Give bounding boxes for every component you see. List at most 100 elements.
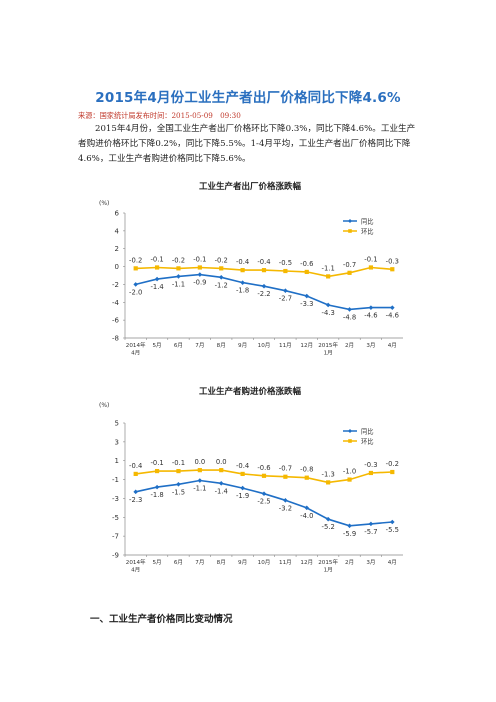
legend-label: 环比 [361, 226, 374, 235]
data-label: -0.4 [129, 462, 142, 470]
data-label: -4.6 [386, 312, 399, 320]
x-tick-label: 4月 [131, 350, 140, 357]
data-point-yoy [283, 498, 288, 503]
data-point-mom [283, 268, 288, 274]
data-point-mom [197, 265, 202, 270]
data-point-mom [219, 468, 224, 473]
data-label: -5.2 [322, 523, 335, 531]
y-tick-label: -3 [112, 495, 119, 503]
data-label: -2.5 [257, 498, 270, 506]
data-label: -0.6 [300, 260, 313, 268]
y-tick-label: 3 [115, 438, 119, 446]
data-label: -0.1 [150, 255, 163, 263]
data-point-mom [133, 266, 138, 271]
data-label: -1.8 [150, 491, 163, 499]
data-label: -5.7 [364, 528, 377, 536]
data-point-mom [368, 470, 374, 476]
y-axis-label: (%) [99, 200, 109, 207]
data-point-yoy [347, 307, 352, 312]
data-label: -0.1 [364, 255, 377, 263]
data-label: -1.5 [172, 488, 185, 496]
y-tick-label: 5 [115, 420, 119, 428]
chart-title: 工业生产者出厂价格涨跌幅 [199, 181, 302, 192]
x-tick-label: 8月 [217, 342, 226, 349]
article-source: 来源：国家统计局发布时间：2015-05-09 09:30 [78, 111, 241, 120]
y-axis-label: (%) [99, 402, 109, 409]
data-label: -1.2 [215, 281, 228, 289]
x-tick-label: 2014年 [126, 558, 146, 566]
x-tick-label: 1月 [324, 350, 333, 357]
data-label: -1.0 [343, 468, 356, 476]
data-point-yoy [154, 276, 160, 282]
x-tick-label: 4月 [131, 567, 140, 574]
data-label: -0.1 [172, 459, 185, 467]
data-label: -0.2 [172, 256, 185, 264]
data-point-yoy [133, 489, 138, 495]
data-label: -4.6 [364, 312, 377, 320]
data-point-yoy [347, 523, 352, 529]
data-label: -0.4 [236, 258, 249, 266]
data-point-yoy [154, 484, 160, 490]
data-label: -0.9 [193, 279, 206, 287]
data-point-yoy [240, 280, 245, 285]
data-label: -1.3 [322, 470, 335, 478]
data-point-yoy [390, 305, 395, 310]
legend-marker [348, 429, 352, 433]
data-label: -3.3 [300, 300, 313, 308]
y-tick-label: 2 [115, 245, 119, 253]
data-point-yoy [283, 288, 288, 293]
data-label: -0.2 [386, 460, 399, 468]
data-point-yoy [304, 505, 310, 511]
data-point-mom [304, 475, 309, 480]
data-point-mom [176, 468, 181, 474]
data-label: -3.2 [279, 504, 292, 512]
data-label: -1.4 [215, 487, 228, 495]
data-label: -0.8 [300, 466, 313, 474]
data-label: -2.3 [129, 496, 142, 504]
data-point-mom [326, 480, 331, 485]
x-tick-label: 5月 [152, 559, 161, 566]
article-title: 2015年4月份工业生产者出厂价格同比下降4.6% [95, 90, 401, 106]
data-point-yoy [261, 283, 267, 289]
data-point-yoy [325, 302, 331, 308]
x-tick-label: 6月 [174, 559, 183, 566]
data-point-yoy [261, 491, 267, 497]
data-label: -5.9 [343, 530, 356, 538]
data-label: -4.3 [322, 309, 335, 317]
data-label: -0.6 [257, 464, 270, 472]
data-point-mom [304, 269, 309, 275]
legend-label: 环比 [361, 436, 374, 445]
data-point-mom [197, 468, 202, 473]
data-point-yoy [133, 282, 138, 287]
data-point-yoy [176, 481, 181, 487]
data-label: -0.4 [236, 462, 249, 470]
data-label: -0.3 [364, 461, 377, 469]
x-tick-label: 4月 [388, 559, 397, 566]
y-tick-label: -1 [112, 476, 119, 484]
y-tick-label: -2 [112, 281, 119, 289]
data-point-yoy [390, 519, 395, 525]
data-label: -0.3 [386, 257, 399, 265]
x-tick-label: 6月 [174, 342, 183, 349]
article-paragraph: 2015年4月份，全国工业生产者出厂价格环比下降0.3%，同比下降4.6%。工业… [78, 124, 416, 164]
data-label: -0.2 [215, 256, 228, 264]
data-label: -5.5 [386, 526, 399, 534]
legend-label: 同比 [361, 426, 374, 435]
chart-title: 工业生产者购进价格涨跌幅 [199, 386, 302, 397]
data-label: -0.7 [343, 261, 356, 269]
data-point-yoy [197, 478, 203, 483]
data-point-mom [368, 265, 374, 270]
data-label: -0.1 [193, 255, 206, 263]
data-point-yoy [304, 293, 310, 299]
data-point-mom [219, 266, 224, 271]
data-point-mom [261, 473, 267, 478]
data-point-mom [261, 268, 267, 273]
y-tick-label: -9 [112, 552, 119, 560]
data-label: -2.0 [129, 288, 142, 296]
data-point-mom [154, 468, 160, 474]
x-tick-label: 10月 [258, 559, 271, 566]
x-tick-label: 11月 [279, 342, 292, 349]
x-tick-label: 7月 [195, 559, 204, 566]
data-point-yoy [218, 274, 224, 280]
